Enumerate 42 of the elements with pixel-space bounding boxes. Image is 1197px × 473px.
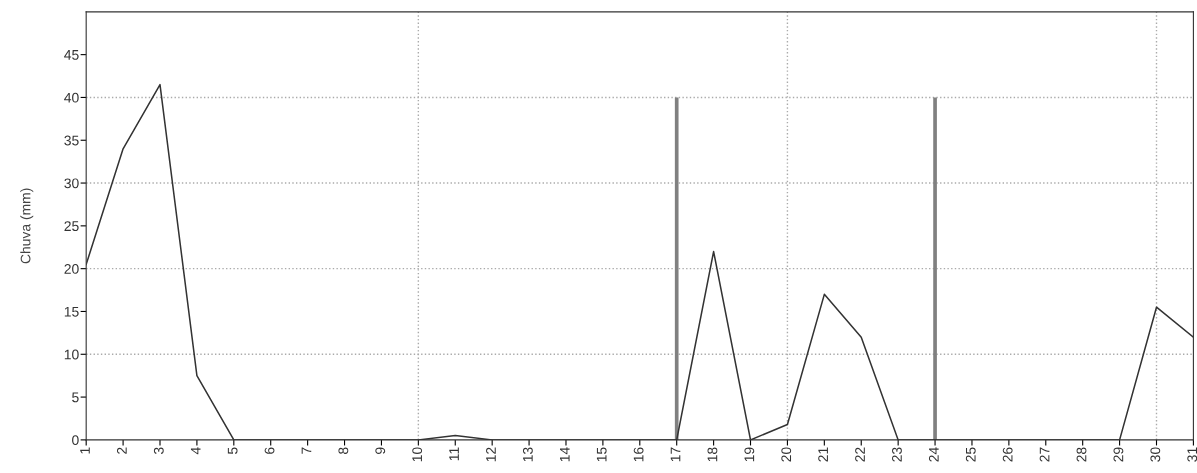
x-tick-label: 5: [227, 447, 238, 454]
y-tick-label: 15: [64, 306, 79, 317]
y-tick-label: 40: [64, 92, 79, 103]
x-tick-label: 17: [670, 447, 681, 462]
x-tick-label: 25: [965, 447, 976, 462]
x-tick-label: 3: [153, 447, 164, 455]
x-tick-label: 28: [1076, 447, 1087, 462]
y-tick-label: 5: [72, 392, 79, 403]
x-tick-label: 21: [818, 447, 828, 462]
y-axis-title: Chuva (mm): [20, 188, 34, 264]
x-tick-label: 31: [1187, 447, 1197, 462]
x-tick-label: 7: [301, 447, 312, 454]
x-tick-label: 11: [449, 447, 459, 461]
x-tick-label: 14: [560, 447, 570, 462]
y-tick-label: 30: [64, 178, 79, 189]
x-tick-label: 4: [190, 447, 201, 455]
x-tick-label: 13: [522, 447, 533, 462]
x-tick-label: 1: [80, 447, 90, 454]
x-tick-label: 8: [338, 447, 349, 454]
x-tick-label: 22: [855, 447, 865, 462]
y-tick-label: 0: [72, 435, 79, 446]
y-tick-label: 45: [64, 50, 79, 60]
x-tick-label: 6: [264, 447, 275, 454]
x-tick-label: 20: [781, 447, 792, 462]
y-tick-label: 35: [64, 135, 79, 146]
x-tick-label: 15: [596, 447, 607, 462]
y-tick-label: 20: [64, 264, 79, 274]
x-tick-label: 18: [707, 447, 718, 462]
x-tick-label: 30: [1150, 447, 1161, 462]
x-tick-label: 27: [1039, 447, 1050, 462]
x-tick-label: 16: [633, 447, 644, 462]
y-tick-label: 25: [64, 221, 79, 232]
x-tick-label: 24: [928, 447, 939, 462]
x-tick-label: 23: [892, 447, 902, 462]
x-tick-label: 19: [744, 447, 755, 462]
x-tick-label: 9: [375, 447, 386, 454]
y-tick-label: 10: [64, 349, 79, 360]
x-tick-label: 10: [412, 447, 423, 462]
x-tick-label: 2: [116, 447, 127, 454]
x-tick-label: 12: [486, 447, 496, 462]
x-tick-label: 29: [1113, 447, 1124, 462]
x-tick-label: 26: [1002, 447, 1013, 462]
